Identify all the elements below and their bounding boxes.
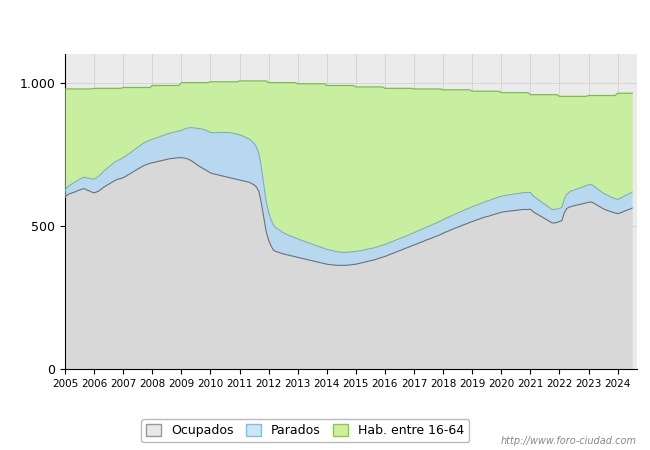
Text: http://www.foro-ciudad.com: http://www.foro-ciudad.com: [501, 436, 637, 446]
Legend: Ocupados, Parados, Hab. entre 16-64: Ocupados, Parados, Hab. entre 16-64: [141, 419, 469, 442]
Text: Ataun - Evolucion de la poblacion en edad de Trabajar Agosto de 2024: Ataun - Evolucion de la poblacion en eda…: [67, 13, 583, 28]
